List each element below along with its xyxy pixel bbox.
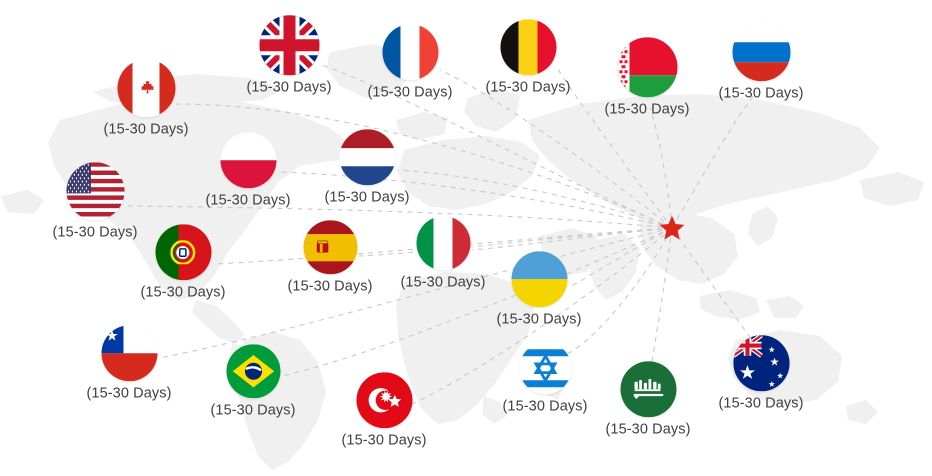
flag-italy-icon[interactable] xyxy=(415,216,470,271)
flag-usa-icon[interactable] xyxy=(65,162,124,221)
destination-node-turkey[interactable]: (15-30 Days) xyxy=(341,372,426,448)
shipping-time-label: (15-30 Days) xyxy=(341,432,427,449)
flag-canada-icon[interactable] xyxy=(116,59,175,118)
flag-belarus-icon[interactable] xyxy=(616,37,677,98)
route-united-kingdom xyxy=(318,63,673,229)
route-canada xyxy=(175,103,673,229)
flag-ukraine-icon[interactable] xyxy=(510,251,567,308)
shipping-time-label: (15-30 Days) xyxy=(605,421,691,438)
route-belarus xyxy=(649,107,673,229)
shipping-time-label: (15-30 Days) xyxy=(103,121,189,138)
route-france xyxy=(439,69,673,229)
flag-portugal-icon[interactable] xyxy=(154,224,211,281)
flag-saudi-arabia-icon[interactable] xyxy=(619,361,676,418)
destination-node-france[interactable]: (15-30 Days) xyxy=(367,24,452,100)
shipping-time-label: (15-30 Days) xyxy=(205,192,291,209)
shipping-time-label: (15-30 Days) xyxy=(485,79,571,96)
flag-netherlands-icon[interactable] xyxy=(338,129,395,186)
destination-node-spain[interactable]: (15-30 Days) xyxy=(287,220,372,294)
route-chile xyxy=(159,227,673,359)
flag-poland-icon[interactable] xyxy=(219,132,276,189)
destination-node-brazil[interactable]: (15-30 Days) xyxy=(210,344,295,418)
flag-brazil-icon[interactable] xyxy=(225,344,280,399)
destination-node-portugal[interactable]: (15-30 Days) xyxy=(140,224,225,300)
destination-node-united-states[interactable]: (15-30 Days) xyxy=(52,162,137,240)
destination-node-poland[interactable]: (15-30 Days) xyxy=(205,132,290,208)
flag-turkey-icon[interactable] xyxy=(355,372,412,429)
destination-node-saudi-arabia[interactable]: (15-30 Days) xyxy=(605,361,690,437)
route-united-states xyxy=(127,205,673,229)
destination-node-canada[interactable]: (15-30 Days) xyxy=(103,59,188,137)
shipping-time-label: (15-30 Days) xyxy=(502,398,588,415)
shipping-time-label: (15-30 Days) xyxy=(52,224,138,241)
route-spain xyxy=(358,227,673,257)
route-poland xyxy=(278,171,673,229)
destination-node-netherlands[interactable]: (15-30 Days) xyxy=(324,129,409,205)
shipping-time-label: (15-30 Days) xyxy=(324,189,410,206)
flag-uk-icon[interactable] xyxy=(258,15,319,76)
shipping-time-label: (15-30 Days) xyxy=(86,385,172,402)
route-ukraine xyxy=(567,227,673,289)
route-russia xyxy=(671,91,758,229)
shipping-time-label: (15-30 Days) xyxy=(718,395,804,412)
shipping-time-label: (15-30 Days) xyxy=(604,101,690,118)
route-saudi-arabia xyxy=(649,227,673,373)
red-star-icon xyxy=(659,215,685,240)
flag-spain-icon[interactable] xyxy=(302,220,357,275)
flag-australia-icon[interactable] xyxy=(732,335,789,392)
route-brazil xyxy=(281,227,673,377)
route-netherlands xyxy=(396,169,673,229)
destination-node-belgium[interactable]: (15-30 Days) xyxy=(485,19,570,95)
shipping-time-label: (15-30 Days) xyxy=(718,85,804,102)
destination-node-israel[interactable]: (15-30 Days) xyxy=(502,342,587,414)
flag-chile-icon[interactable]: ★ xyxy=(100,325,157,382)
flag-belgium-icon[interactable] xyxy=(499,19,556,76)
destination-node-ukraine[interactable]: (15-30 Days) xyxy=(496,251,581,327)
shipping-time-label: (15-30 Days) xyxy=(287,278,373,295)
shipping-time-label: (15-30 Days) xyxy=(367,84,453,101)
shipping-time-label: (15-30 Days) xyxy=(400,274,486,291)
route-australia xyxy=(671,227,758,347)
route-portugal xyxy=(213,227,673,265)
flag-israel-icon[interactable] xyxy=(518,342,571,395)
flag-russia-icon[interactable] xyxy=(731,23,790,82)
destination-node-chile[interactable]: ★ (15-30 Days) xyxy=(86,325,171,401)
shipping-time-label: (15-30 Days) xyxy=(210,402,296,419)
route-italy xyxy=(471,227,673,251)
route-israel xyxy=(561,227,673,357)
destination-node-united-kingdom[interactable]: (15-30 Days) xyxy=(246,15,331,95)
shipping-time-label: (15-30 Days) xyxy=(496,311,582,328)
shipping-time-label: (15-30 Days) xyxy=(246,79,332,96)
shipping-time-label: (15-30 Days) xyxy=(140,284,226,301)
flag-france-icon[interactable] xyxy=(381,24,438,81)
destination-node-russia[interactable]: (15-30 Days) xyxy=(718,23,803,101)
destination-node-italy[interactable]: (15-30 Days) xyxy=(400,216,485,290)
destination-node-belarus[interactable]: (15-30 Days) xyxy=(604,37,689,117)
route-turkey xyxy=(411,227,673,405)
destination-node-australia[interactable]: (15-30 Days) xyxy=(718,335,803,411)
